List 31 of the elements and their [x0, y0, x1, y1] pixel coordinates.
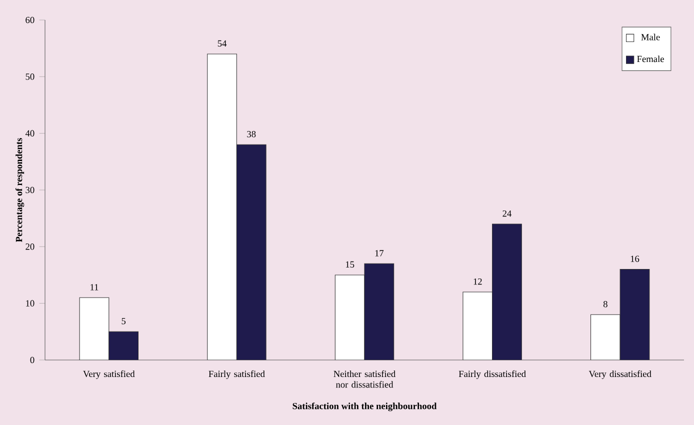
y-tick-label: 50 — [26, 74, 34, 80]
data-label: 8 — [603, 300, 608, 308]
legend-label: Male — [641, 34, 660, 40]
y-tick-label: 0 — [30, 356, 34, 364]
data-label: 12 — [474, 278, 482, 285]
data-label: 17 — [375, 250, 384, 256]
y-tick-label: 10 — [26, 300, 34, 306]
x-tick-label: Very dissatisfied — [588, 370, 652, 379]
y-tick-label: 20 — [26, 244, 34, 250]
bar — [108, 331, 139, 360]
bar — [236, 144, 266, 360]
data-label: 11 — [90, 284, 98, 290]
bar — [364, 263, 394, 360]
data-label: 16 — [630, 256, 640, 262]
legend-label: Female — [637, 56, 664, 62]
y-tick-label: 60 — [26, 16, 34, 24]
data-label: 38 — [247, 130, 256, 138]
data-label: 54 — [218, 40, 227, 47]
x-tick-label: Neither satisfied nor dissatisfied — [334, 370, 396, 388]
y-axis-title: Percentage of respondents — [15, 138, 24, 242]
bar — [492, 224, 522, 360]
data-label: 5 — [122, 318, 126, 324]
data-label: 15 — [346, 261, 354, 268]
x-tick-label: Fairly satisfied — [208, 370, 265, 379]
y-tick-label: 40 — [25, 130, 34, 136]
data-label: 24 — [502, 210, 512, 217]
x-tick-label: Very satisfied — [83, 370, 135, 379]
bar — [620, 269, 650, 360]
y-tick-label: 30 — [26, 186, 34, 194]
x-axis-title: Satisfaction with the neighbourhood — [292, 402, 437, 412]
x-tick-label: Fairly dissatisfied — [458, 370, 526, 379]
